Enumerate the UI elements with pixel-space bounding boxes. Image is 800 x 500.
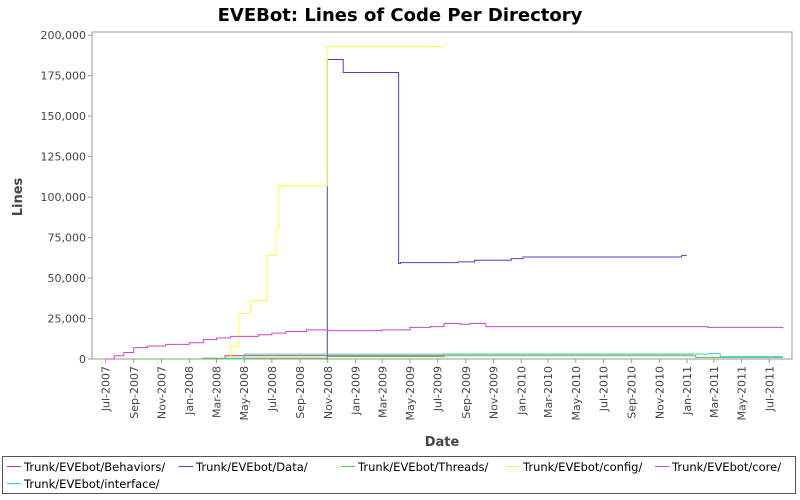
series-layer xyxy=(105,46,784,360)
x-tick-label: Nov-2009 xyxy=(488,366,501,419)
legend-swatch xyxy=(655,466,669,467)
y-tick-label: 150,000 xyxy=(41,110,87,123)
legend-label: Trunk/EVEbot/interface/ xyxy=(24,477,160,491)
x-tick-label: Sep-2010 xyxy=(626,366,639,419)
x-tick-label: Jan-2009 xyxy=(349,366,362,416)
series-line-1 xyxy=(325,59,687,360)
chart-title: EVEBot: Lines of Code Per Directory xyxy=(218,5,583,26)
x-tick-label: Jan-2011 xyxy=(681,366,694,416)
y-tick-label: 50,000 xyxy=(48,272,87,285)
y-axis: 0 25,000 50,000 75,000 100,000 125,000 150,000… xyxy=(41,29,92,366)
legend-swatch xyxy=(7,466,21,467)
legend-label: Trunk/EVEbot/Threads/ xyxy=(358,460,489,474)
legend-item: Trunk/EVEbot/Behaviors/ xyxy=(7,460,165,474)
legend-swatch xyxy=(7,483,21,484)
y-tick-label: 200,000 xyxy=(41,29,87,42)
x-tick-label: May-2008 xyxy=(238,366,251,421)
y-tick-label: 100,000 xyxy=(41,191,87,204)
y-axis-label: Lines xyxy=(11,177,26,216)
x-tick-label: Jul-2010 xyxy=(597,366,610,412)
x-tick-label: May-2010 xyxy=(570,366,583,421)
x-axis-label: Date xyxy=(425,435,460,450)
x-tick-label: Mar-2008 xyxy=(210,366,223,418)
x-tick-label: Jul-2009 xyxy=(432,366,445,412)
legend-label: Trunk/EVEbot/Data/ xyxy=(196,460,308,474)
y-tick-label: 175,000 xyxy=(41,70,87,83)
y-tick-label: 125,000 xyxy=(41,151,87,164)
legend-swatch xyxy=(506,466,520,467)
legend-item: Trunk/EVEbot/config/ xyxy=(506,460,642,474)
x-tick-label: Jan-2008 xyxy=(183,366,196,416)
legend: Trunk/EVEbot/Behaviors/Trunk/EVEbot/Data… xyxy=(2,456,796,494)
x-tick-label: Mar-2011 xyxy=(708,366,721,418)
legend-label: Trunk/EVEbot/Behaviors/ xyxy=(24,460,166,474)
legend-label: Trunk/EVEbot/core/ xyxy=(672,460,782,474)
y-tick-label: 25,000 xyxy=(48,313,87,326)
x-tick-label: Mar-2009 xyxy=(376,366,389,418)
x-tick-label: May-2009 xyxy=(404,366,417,421)
legend-label: Trunk/EVEbot/config/ xyxy=(523,460,643,474)
x-tick-label: Jan-2010 xyxy=(515,366,528,416)
x-tick-label: Sep-2008 xyxy=(294,366,307,419)
legend-item: Trunk/EVEbot/core/ xyxy=(655,460,781,474)
x-tick-label: Nov-2010 xyxy=(653,366,666,419)
x-tick-label: Jul-2011 xyxy=(763,366,776,412)
legend-item: Trunk/EVEbot/Threads/ xyxy=(341,460,488,474)
x-tick-label: Nov-2008 xyxy=(322,366,335,419)
series-line-4 xyxy=(105,322,784,360)
legend-item: Trunk/EVEbot/interface/ xyxy=(7,477,159,491)
series-line-3 xyxy=(222,46,445,360)
x-tick-label: Jul-2007 xyxy=(100,366,113,412)
series-line-5 xyxy=(222,352,783,360)
x-tick-label: May-2011 xyxy=(736,366,749,421)
x-axis: Jul-2007 Sep-2007 Nov-2007 Jan-2008 Mar-2008… xyxy=(100,359,776,421)
series-line-2 xyxy=(133,355,783,360)
y-tick-label: 75,000 xyxy=(48,232,87,245)
x-tick-label: Sep-2007 xyxy=(128,366,141,419)
x-tick-label: Sep-2009 xyxy=(460,366,473,419)
x-tick-label: Mar-2010 xyxy=(542,366,555,418)
x-tick-label: Jul-2008 xyxy=(266,366,279,412)
legend-swatch xyxy=(179,466,193,467)
plot-area xyxy=(91,31,793,360)
legend-item: Trunk/EVEbot/Data/ xyxy=(179,460,308,474)
legend-swatch xyxy=(341,466,355,467)
x-tick-label: Nov-2007 xyxy=(156,366,169,419)
y-tick-label: 0 xyxy=(79,353,86,366)
chart: EVEBot: Lines of Code Per Directory Line… xyxy=(11,5,793,450)
